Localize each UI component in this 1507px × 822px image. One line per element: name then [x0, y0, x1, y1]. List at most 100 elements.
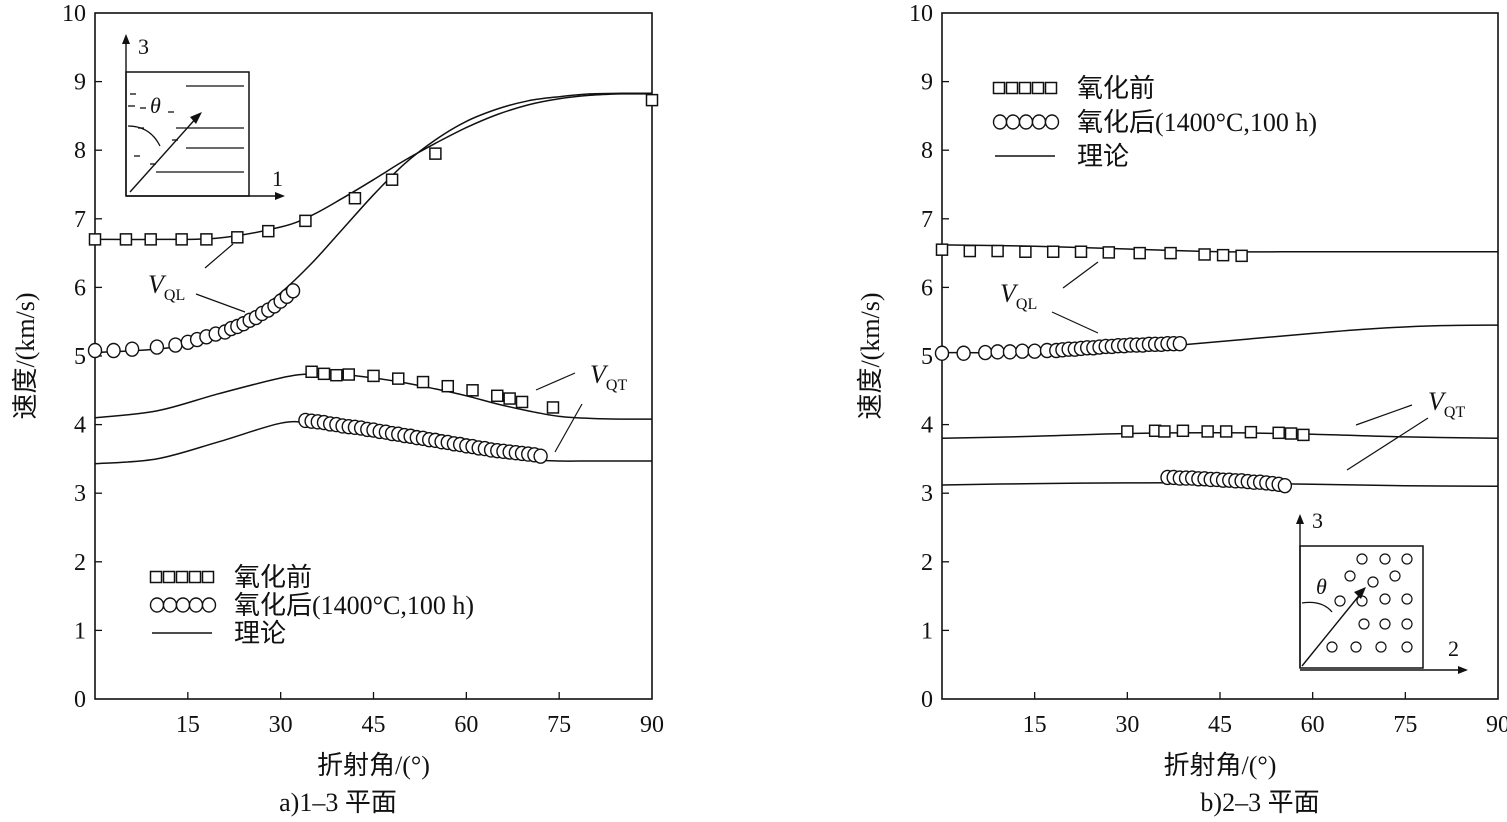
annotation-vql-main: V: [1000, 279, 1019, 308]
arrow-head: [190, 112, 202, 124]
x-tick-label: 60: [1301, 712, 1325, 738]
data-point-square: [88, 233, 102, 246]
data-point-circle: [1002, 344, 1018, 360]
x-tick-label: 90: [1486, 712, 1507, 738]
data-point-circle: [1027, 343, 1042, 359]
y-tick-label: 6: [74, 275, 86, 301]
data-point-square: [1219, 425, 1233, 438]
x-tick-label: 15: [176, 712, 200, 738]
legend-symbol-square: [201, 570, 215, 584]
x-tick-label: 30: [1115, 712, 1139, 738]
data-point-circle: [934, 345, 950, 361]
y-tick-label: 9: [74, 70, 86, 96]
legend-label: 理论: [1077, 142, 1129, 171]
data-point-square: [466, 384, 479, 397]
data-point-square: [645, 93, 659, 107]
data-point-square: [317, 367, 331, 381]
legend-symbol-circle: [149, 597, 165, 613]
data-point-square: [416, 375, 430, 389]
data-point-square: [441, 379, 455, 393]
data-point-square: [1272, 426, 1285, 440]
annotation-leader-line: [554, 403, 583, 453]
annotation-vqt-main: V: [1428, 387, 1447, 416]
arrow-head: [1296, 514, 1304, 524]
data-point-square: [1102, 246, 1116, 259]
annotation-leader-line: [1355, 404, 1413, 426]
legend-symbol-square: [188, 570, 202, 584]
data-point-circle: [106, 342, 121, 359]
data-point-circle: [168, 337, 183, 353]
fiber-cross-section: [1401, 593, 1413, 605]
annotation-vqt: VQT: [590, 360, 627, 394]
legend-label: 氧化前: [234, 563, 312, 592]
arrow-head: [122, 34, 130, 44]
annotation-vql-subscript: QL: [1016, 296, 1037, 313]
data-point-square: [392, 372, 405, 385]
data-point-square: [231, 231, 244, 244]
annotation-leader-line: [535, 372, 576, 391]
inset-schematic: 3 1 θ: [122, 34, 285, 200]
fiber-cross-section: [1389, 570, 1401, 582]
fiber-cross-section: [1367, 576, 1379, 588]
x-axis-label: 折射角/(°): [317, 751, 430, 780]
propagation-arrow: [1301, 591, 1363, 667]
data-point-square: [342, 368, 355, 381]
inset-angle-label: θ: [1316, 574, 1327, 599]
data-point-square: [1284, 427, 1298, 440]
data-point-circle: [149, 339, 165, 355]
data-point-square: [503, 392, 516, 405]
x-tick-label: 45: [1208, 712, 1232, 738]
y-tick-label: 1: [74, 618, 86, 644]
annotation-leader-line: [204, 243, 234, 269]
annotation-vqt: VQT: [1428, 387, 1465, 421]
arrow-head: [275, 192, 285, 200]
y-tick-label: 2: [921, 550, 933, 576]
data-point-circle: [285, 283, 301, 299]
panel-caption: a)1–3 平面: [279, 788, 397, 817]
legend-label: 理论: [234, 619, 286, 648]
legend-label: 氧化后(1400°C,100 h): [234, 591, 474, 620]
fiber-cross-section: [1379, 618, 1391, 630]
legend-symbol-circle: [175, 597, 191, 613]
fiber-cross-section: [1379, 593, 1391, 605]
data-point-square: [1244, 425, 1258, 439]
fiber-cross-section: [1375, 641, 1387, 653]
legend-symbol-square: [162, 570, 176, 584]
fiber-cross-section: [1350, 641, 1362, 653]
fiber-cross-section: [1326, 641, 1338, 653]
annotation-leader-line: [1346, 417, 1429, 471]
data-point-circle: [124, 341, 140, 357]
data-point-square: [491, 389, 504, 403]
annotation-leader-line: [195, 293, 246, 313]
y-tick-label: 7: [74, 207, 86, 233]
data-point-square: [935, 243, 949, 256]
data-point-square: [1297, 428, 1310, 442]
legend-symbol-circle: [201, 597, 217, 613]
data-point-square: [1164, 246, 1177, 260]
x-tick-label: 75: [547, 712, 571, 738]
data-point-square: [385, 173, 399, 186]
data-point-circle: [1015, 343, 1030, 359]
inset-box: [125, 71, 250, 197]
angle-arc: [1301, 601, 1333, 613]
inset-schematic: 3 2 θ: [1296, 508, 1468, 674]
y-tick-label: 10: [62, 1, 86, 27]
data-point-square: [546, 401, 560, 414]
fiber-cross-section: [1401, 553, 1413, 565]
x-tick-label: 45: [362, 712, 386, 738]
legend-symbol-circle: [1018, 114, 1034, 130]
annotation-vql-main: V: [148, 270, 167, 299]
fiber-cross-section: [1401, 641, 1413, 653]
annotation-leader-line: [1062, 261, 1099, 289]
arrow-head: [1458, 666, 1468, 674]
legend-symbol-square: [992, 81, 1006, 95]
x-tick-label: 75: [1393, 712, 1417, 738]
data-point-square: [119, 233, 133, 246]
y-tick-label: 3: [74, 481, 86, 507]
data-point-square: [299, 214, 312, 228]
y-tick-label: 4: [74, 413, 86, 439]
y-tick-label: 1: [921, 618, 933, 644]
